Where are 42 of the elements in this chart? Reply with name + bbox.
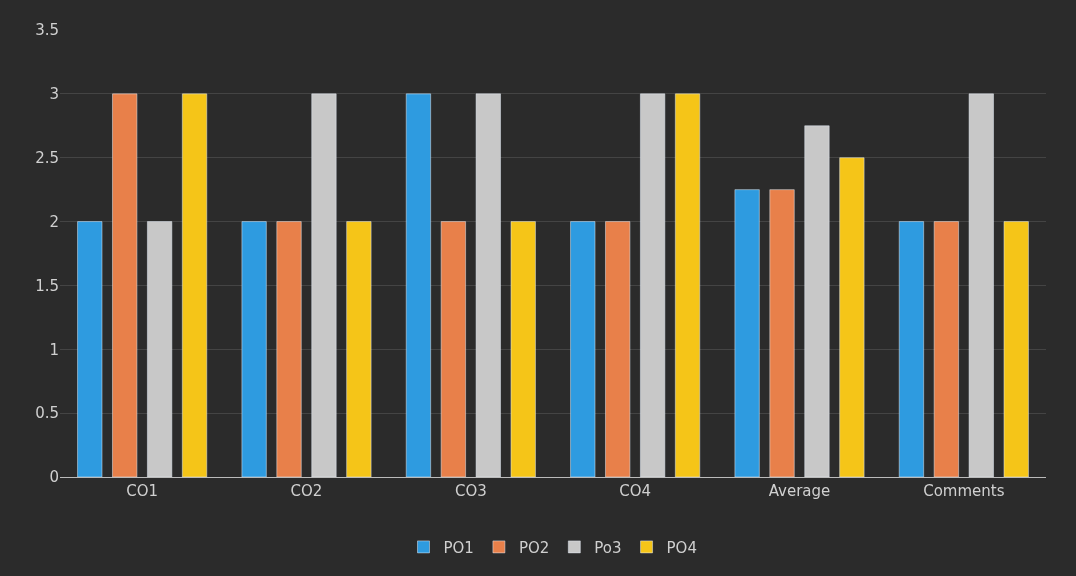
bar xyxy=(804,125,830,477)
bar xyxy=(640,93,666,477)
bar xyxy=(77,221,103,477)
bar xyxy=(440,221,466,477)
y-tick-label: 2.5 xyxy=(35,148,59,167)
legend-label: Po3 xyxy=(594,538,622,557)
bar xyxy=(1003,221,1029,477)
bar xyxy=(570,221,596,477)
bar xyxy=(968,93,994,477)
y-tick-label: 0.5 xyxy=(35,404,59,423)
legend-label: PO2 xyxy=(518,538,550,557)
x-tick-label: CO3 xyxy=(454,482,487,500)
bar xyxy=(346,221,372,477)
legend-label: PO4 xyxy=(666,538,697,557)
bar xyxy=(839,157,865,477)
y-tick-label: 1.5 xyxy=(35,276,59,295)
bar xyxy=(933,221,959,477)
bar xyxy=(276,221,302,477)
y-tick-label: 2 xyxy=(49,212,59,231)
bar xyxy=(112,93,138,477)
bar xyxy=(475,93,501,477)
legend-label: PO1 xyxy=(443,538,474,557)
x-tick-label: CO4 xyxy=(619,482,652,500)
y-tick-label: 3.5 xyxy=(35,21,59,40)
bar xyxy=(241,221,267,477)
bar xyxy=(147,221,173,477)
x-tick-label: Average xyxy=(768,482,831,500)
x-tick-label: Comments xyxy=(923,482,1005,500)
x-tick-label: CO2 xyxy=(290,482,323,500)
bar xyxy=(182,93,208,477)
y-tick-label: 0 xyxy=(49,468,59,487)
bar xyxy=(405,93,431,477)
y-tick-label: 3 xyxy=(49,85,59,104)
bar xyxy=(675,93,701,477)
bar xyxy=(898,221,924,477)
bar xyxy=(510,221,536,477)
bar xyxy=(734,189,760,477)
y-tick-label: 1 xyxy=(49,340,59,359)
bar xyxy=(769,189,795,477)
bar xyxy=(311,93,337,477)
x-tick-label: CO1 xyxy=(126,482,159,500)
bar xyxy=(605,221,631,477)
